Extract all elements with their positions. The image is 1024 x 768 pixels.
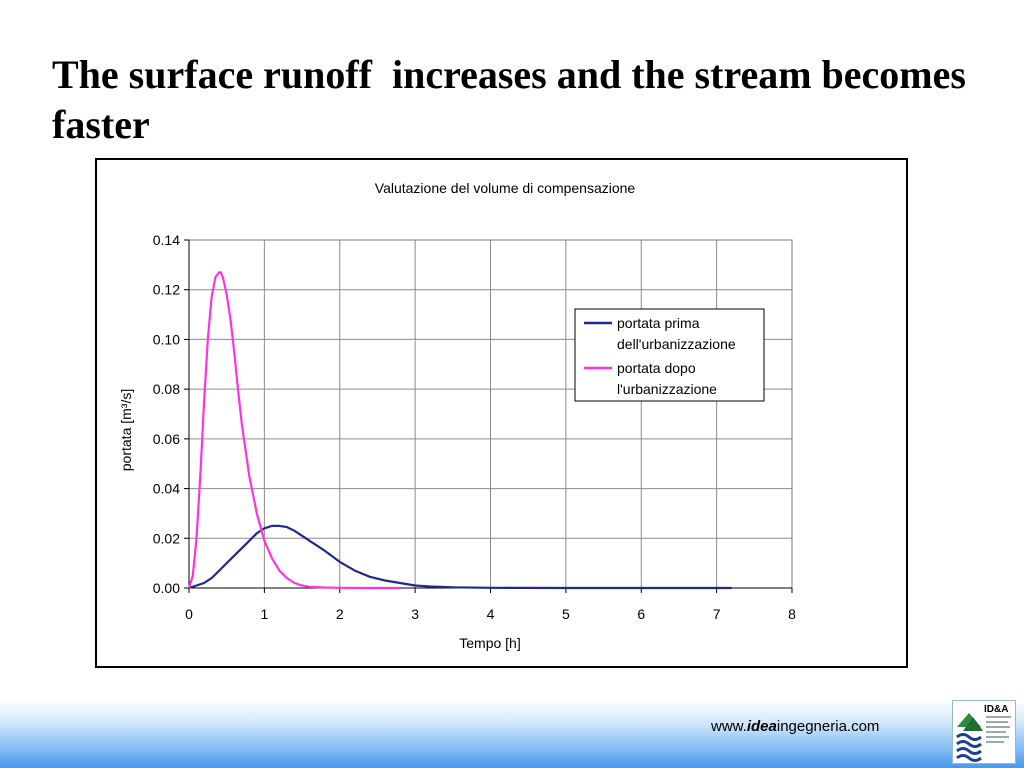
y-axis-label: portata [m³/s] — [118, 389, 134, 471]
y-tick-label: 0.02 — [153, 530, 180, 546]
y-tick-label: 0.14 — [153, 232, 180, 248]
x-tick-label: 1 — [260, 606, 268, 622]
series-lines — [187, 271, 732, 590]
y-tick-label: 0.10 — [153, 331, 180, 347]
x-axis-ticks: 0 1 2 3 4 5 6 7 8 — [185, 588, 796, 622]
y-tick-label: 0.00 — [153, 580, 180, 596]
x-tick-label: 5 — [562, 606, 570, 622]
footer-url-bold: idea — [746, 718, 777, 735]
x-tick-label: 7 — [713, 606, 721, 622]
legend-label-line: dell'urbanizzazione — [617, 336, 736, 352]
legend-box — [574, 308, 765, 402]
y-tick-label: 0.08 — [153, 381, 180, 397]
chart-frame: Valutazione del volume di compensazione … — [95, 158, 908, 668]
y-axis-ticks: 0.00 0.02 0.04 0.06 0.08 0.10 0.12 0.14 — [153, 232, 189, 596]
legend-label-2: portata dopo l'urbanizzazione — [617, 360, 717, 397]
legend-label-line: portata dopo — [617, 360, 696, 376]
ida-logo: ID&A — [952, 700, 1016, 764]
series-line-2 — [187, 271, 400, 590]
footer-url-prefix: www. — [711, 718, 747, 735]
footer-website[interactable]: www.ideaingegneria.com — [711, 718, 879, 735]
x-tick-label: 3 — [411, 606, 419, 622]
footer-band — [0, 700, 1024, 768]
y-tick-label: 0.06 — [153, 431, 180, 447]
x-tick-label: 2 — [336, 606, 344, 622]
x-tick-label: 4 — [487, 606, 495, 622]
legend-label-1: portata prima dell'urbanizzazione — [617, 315, 736, 352]
y-tick-label: 0.04 — [153, 481, 180, 497]
legend: portata prima dell'urbanizzazioneportata … — [574, 308, 765, 402]
x-tick-label: 8 — [788, 606, 796, 622]
legend-label-line: portata prima — [617, 315, 700, 331]
line-chart: Valutazione del volume di compensazione … — [118, 180, 796, 651]
footer-url-suffix: ingegneria.com — [776, 718, 880, 735]
series-line-1 — [188, 524, 732, 590]
x-axis-label: Tempo [h] — [459, 635, 520, 651]
slide-title: The surface runoff increases and the str… — [52, 52, 976, 147]
legend-label-line: l'urbanizzazione — [617, 381, 717, 397]
chart-title: Valutazione del volume di compensazione — [375, 180, 636, 196]
x-tick-label: 6 — [637, 606, 645, 622]
y-tick-label: 0.12 — [153, 282, 180, 298]
x-tick-label: 0 — [185, 606, 193, 622]
logo-waves-icon: ID&A — [956, 704, 1011, 762]
grid — [188, 239, 793, 589]
logo-text: ID&A — [984, 704, 1008, 715]
